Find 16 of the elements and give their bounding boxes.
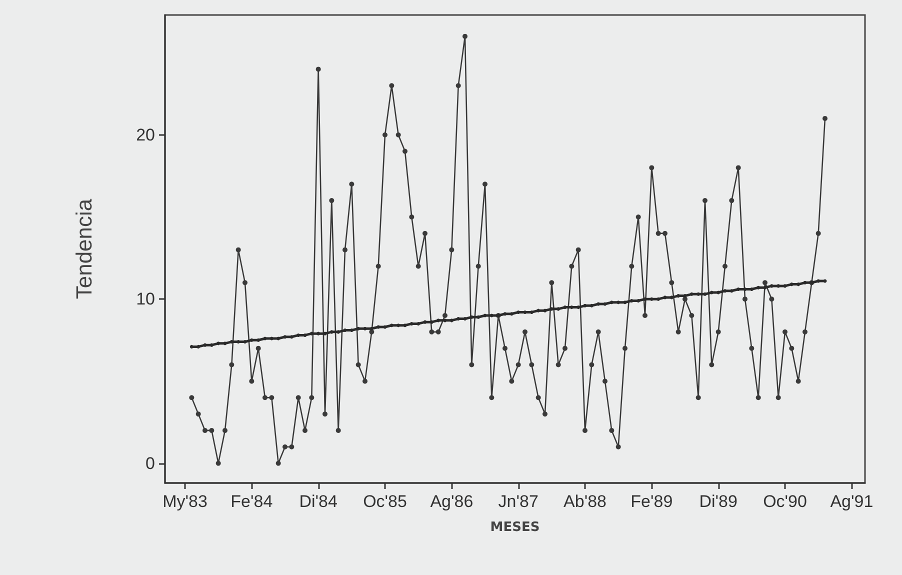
x-tick-label: Ab'88 (564, 492, 606, 511)
y-axis-title: Tendencia (72, 198, 96, 300)
y-tick-label: 20 (136, 125, 155, 144)
x-tick-label: My'83 (162, 492, 208, 511)
x-tick-label: Di'89 (699, 492, 738, 511)
x-tick-label: Ag'91 (830, 492, 874, 511)
x-tick-label: Oc'90 (763, 492, 807, 511)
x-tick-label: Jn'87 (498, 492, 538, 511)
x-tick-label: Fe'84 (230, 492, 273, 511)
x-tick-label: Ag'86 (430, 492, 474, 511)
y-tick-label: 0 (146, 454, 155, 473)
x-tick-label: Fe'89 (630, 492, 673, 511)
y-tick-label: 10 (136, 290, 155, 309)
x-tick-label: Di'84 (299, 492, 338, 511)
x-axis-title: MESES (490, 520, 540, 535)
x-tick-label: Oc'85 (363, 492, 407, 511)
